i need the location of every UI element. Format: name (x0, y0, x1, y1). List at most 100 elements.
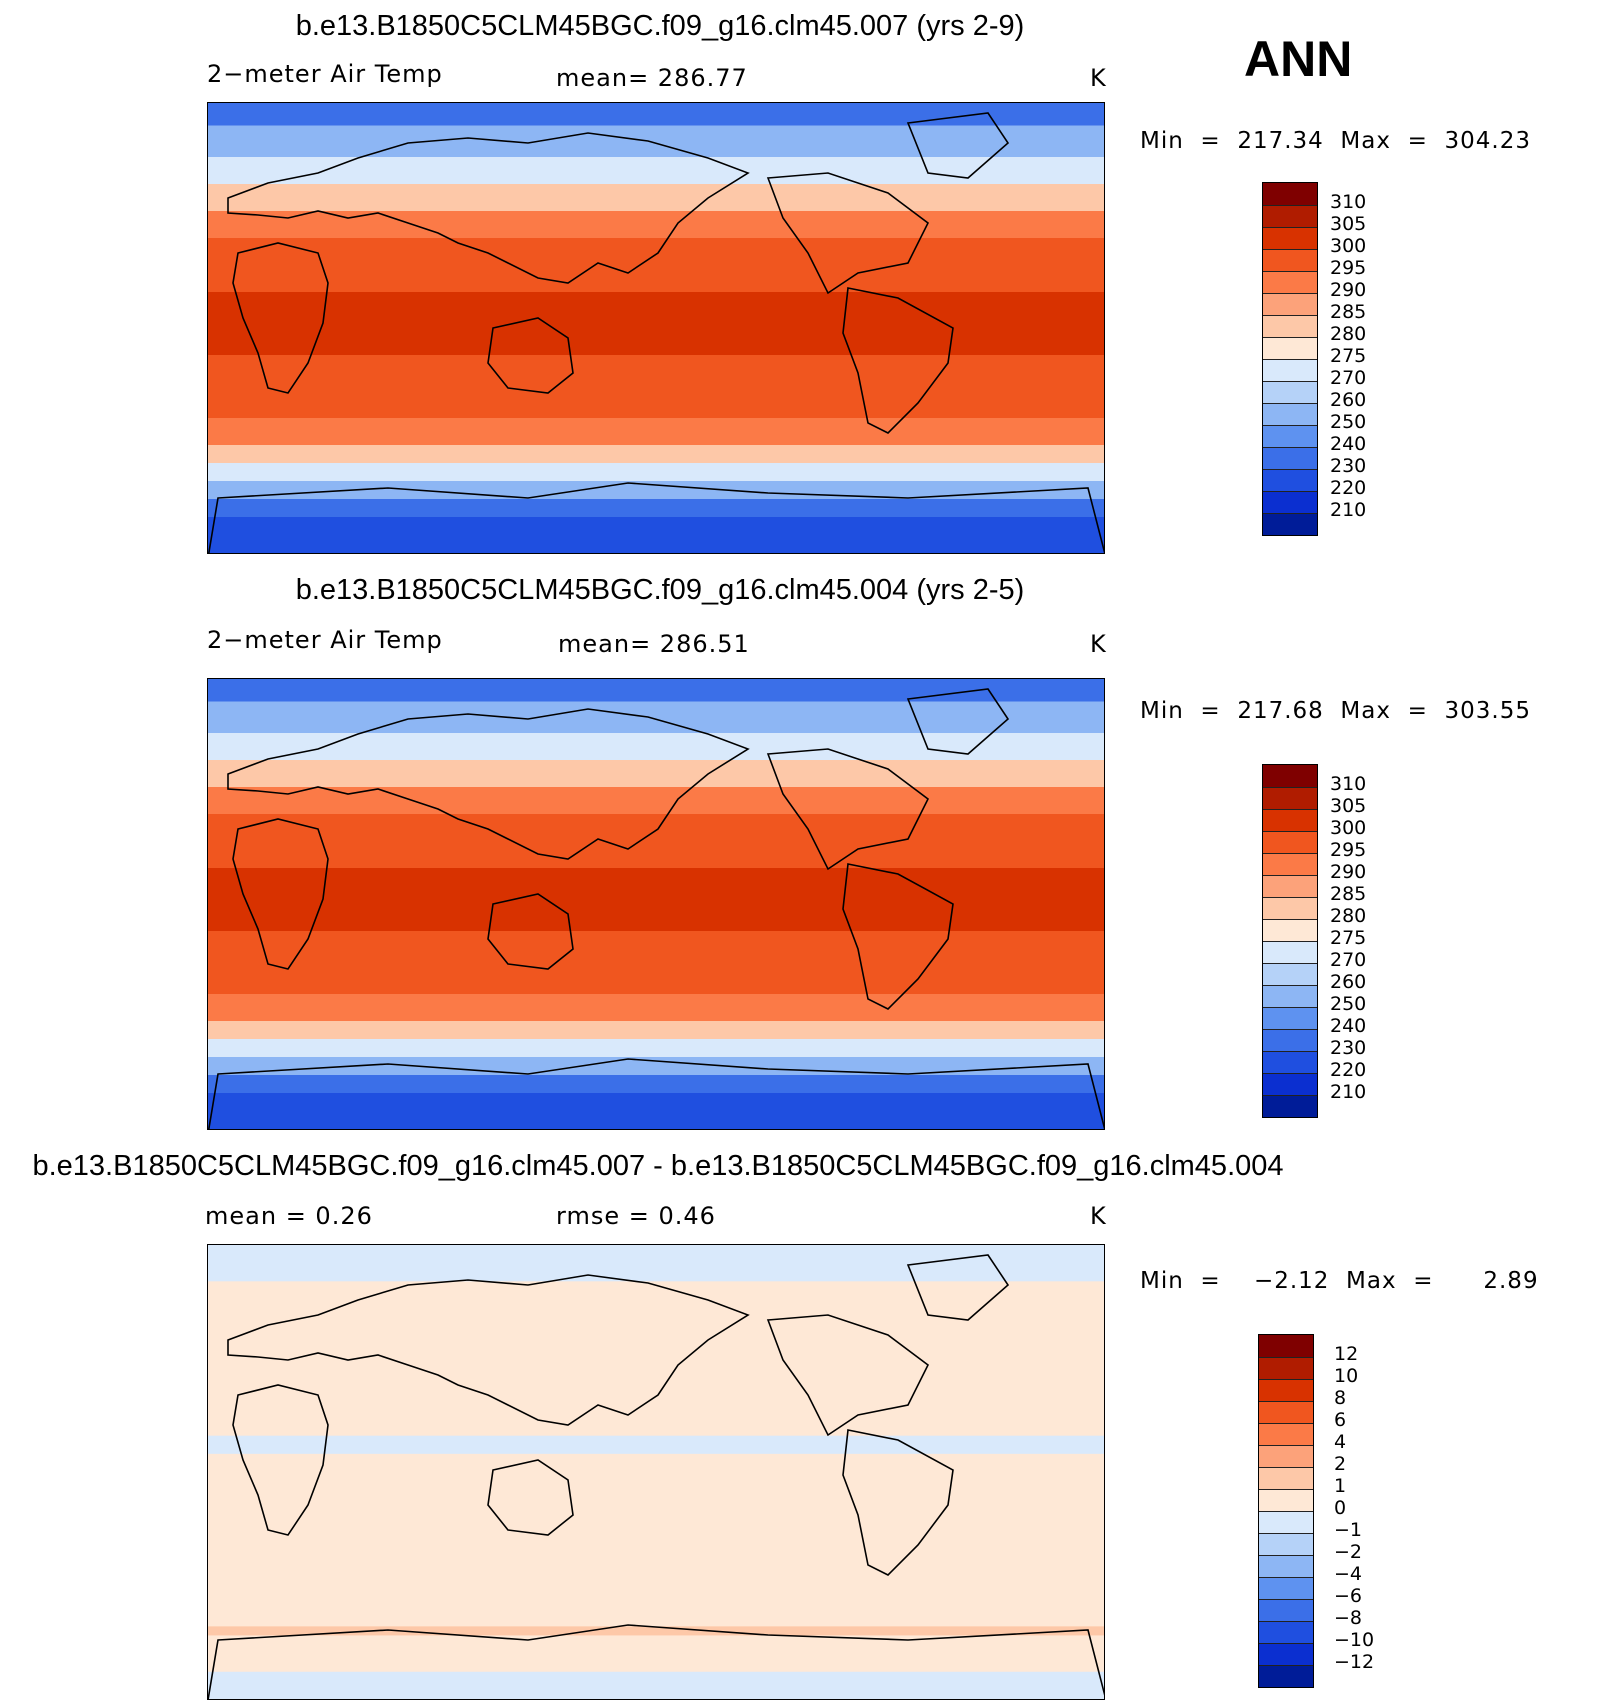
coastline (842, 863, 954, 1010)
colorbar-tick-label: −10 (1334, 1629, 1375, 1651)
colorbar-tick-label: −6 (1334, 1585, 1363, 1607)
colorbar (1262, 764, 1318, 1118)
colorbar-segment (1263, 425, 1317, 447)
colorbar-segment (1263, 875, 1317, 897)
colorbar-segment (1259, 1599, 1313, 1621)
colorbar-tick-label: 12 (1334, 1343, 1359, 1365)
coastline (906, 1254, 1010, 1321)
panel-2: b.e13.B1850C5CLM45BGC.f09_g16.clm45.004 … (0, 566, 1599, 1132)
coastline (232, 818, 329, 970)
colorbar-tick-label: 300 (1330, 235, 1367, 257)
min-max-label: Min = 217.68 Max = 303.55 (1140, 698, 1531, 724)
colorbar-tick-label: 285 (1330, 301, 1367, 323)
colorbar-segment (1263, 403, 1317, 425)
colorbar-tick-label: 250 (1330, 993, 1367, 1015)
coastline (766, 1314, 930, 1437)
colorbar-segment (1263, 985, 1317, 1007)
colorbar-tick-label: 300 (1330, 817, 1367, 839)
color-band (208, 1453, 1104, 1628)
coastline (906, 112, 1010, 179)
coastline (487, 317, 574, 394)
colorbar-tick-label: 290 (1330, 861, 1367, 883)
colorbar-segment (1259, 1423, 1313, 1445)
colorbar-segment (1259, 1467, 1313, 1489)
color-band (208, 1039, 1104, 1058)
colorbar-tick-label: 230 (1330, 1037, 1367, 1059)
colorbar-segment (1263, 447, 1317, 469)
colorbar-segment (1263, 1095, 1317, 1117)
color-band (208, 211, 1104, 239)
colorbar-tick-label: −12 (1334, 1651, 1375, 1673)
colorbar-tick-label: 210 (1330, 499, 1367, 521)
colorbar-tick-label: 1 (1334, 1475, 1347, 1497)
min-max-label: Min = 217.34 Max = 304.23 (1140, 128, 1531, 154)
color-band (208, 868, 1104, 932)
units-label: K (1090, 64, 1107, 92)
colorbar-segment (1263, 897, 1317, 919)
colorbar-tick-label: 0 (1334, 1497, 1347, 1519)
colorbar-segment (1259, 1577, 1313, 1599)
colorbar-segment (1263, 337, 1317, 359)
colorbar (1258, 1334, 1314, 1688)
colorbar-tick-label: 250 (1330, 411, 1367, 433)
colorbar-segment (1263, 1007, 1317, 1029)
coastline (232, 242, 329, 394)
colorbar-tick-label: 305 (1330, 795, 1367, 817)
color-band (208, 463, 1104, 482)
colorbar-segment (1263, 1073, 1317, 1095)
colorbar-tick-label: 290 (1330, 279, 1367, 301)
color-band (208, 733, 1104, 761)
colorbar-tick-label: 295 (1330, 839, 1367, 861)
colorbar-segment (1259, 1335, 1313, 1357)
colorbar-segment (1259, 1489, 1313, 1511)
colorbar-tick-label: 305 (1330, 213, 1367, 235)
color-band (208, 1075, 1104, 1094)
color-band (208, 499, 1104, 518)
color-band (208, 1057, 1104, 1076)
color-band (208, 1245, 1104, 1283)
panel-1: b.e13.B1850C5CLM45BGC.f09_g16.clm45.007 … (0, 0, 1599, 566)
colorbar-segment (1263, 1029, 1317, 1051)
coastline (766, 748, 930, 871)
color-band (208, 292, 1104, 356)
colorbar-segment (1259, 1379, 1313, 1401)
colorbar-tick-label: 270 (1330, 949, 1367, 971)
color-band (208, 1435, 1104, 1455)
mean-label: mean = 0.26 (205, 1202, 373, 1230)
color-band (208, 701, 1104, 734)
colorbar-tick-label: −2 (1334, 1541, 1363, 1563)
colorbar-tick-label: 310 (1330, 773, 1367, 795)
coastline (227, 708, 750, 860)
colorbar-tick-label: 210 (1330, 1081, 1367, 1103)
colorbar-tick-label: 310 (1330, 191, 1367, 213)
colorbar-segment (1263, 809, 1317, 831)
coastline (208, 1624, 1104, 1699)
colorbar-tick-label: 230 (1330, 455, 1367, 477)
colorbar-segment (1263, 381, 1317, 403)
colorbar-segment (1263, 249, 1317, 271)
map-canvas (208, 103, 1104, 553)
color-band (208, 1021, 1104, 1040)
color-band (208, 760, 1104, 788)
color-band (208, 814, 1104, 869)
colorbar-tick-label: 2 (1334, 1453, 1347, 1475)
colorbar-tick-label: 270 (1330, 367, 1367, 389)
coastline (487, 893, 574, 970)
colorbar-tick-label: 10 (1334, 1365, 1359, 1387)
coastline (842, 287, 954, 434)
map-canvas (208, 1245, 1104, 1699)
colorbar-segment (1259, 1357, 1313, 1379)
colorbar-tick-label: 295 (1330, 257, 1367, 279)
color-band (208, 787, 1104, 815)
colorbar-segment (1263, 941, 1317, 963)
colorbar-tick-label: −1 (1334, 1519, 1363, 1541)
colorbar-segment (1263, 359, 1317, 381)
temperature-map (207, 102, 1105, 554)
difference-map (207, 1244, 1105, 1700)
colorbar-segment (1263, 919, 1317, 941)
colorbar-segment (1263, 205, 1317, 227)
mean-label: mean= 286.77 (556, 64, 748, 92)
season-label: ANN (1244, 31, 1353, 87)
color-band (208, 184, 1104, 212)
colorbar-tick-label: −8 (1334, 1607, 1363, 1629)
